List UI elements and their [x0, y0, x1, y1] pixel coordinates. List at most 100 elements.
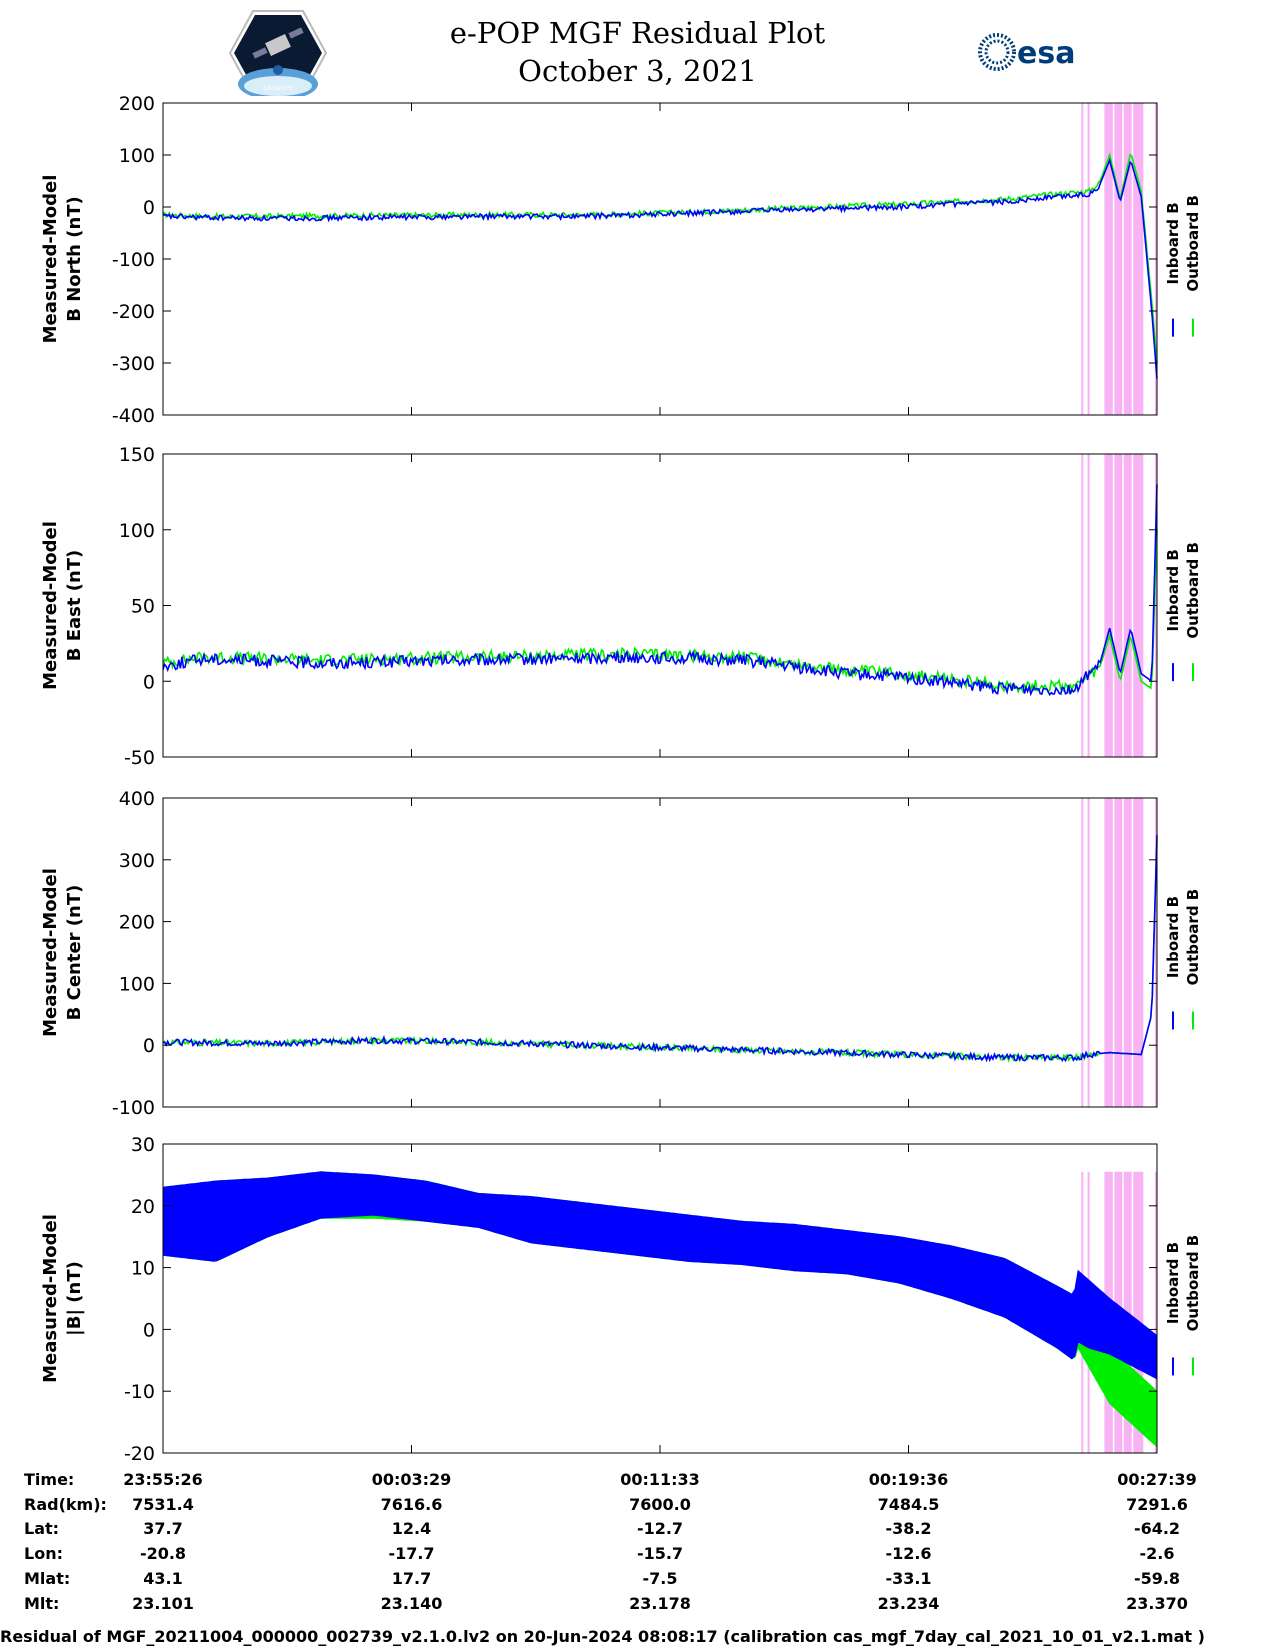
ephemeris-row-label: Lat: [24, 1519, 60, 1538]
svg-text:esa: esa [1017, 36, 1075, 71]
highlight-gap [1131, 103, 1134, 415]
y-axis-label: Measured-Model [40, 521, 61, 690]
ephemeris-cell: -20.8 [139, 1544, 187, 1563]
series-inboard [162, 157, 1158, 379]
y-tick-label: 400 [119, 788, 155, 810]
highlight-gap [1112, 454, 1115, 757]
y-axis-label: Measured-Model [40, 175, 61, 344]
y-tick-label: 100 [119, 973, 155, 995]
y-tick-label: 0 [143, 197, 155, 219]
y-tick-label: -10 [124, 1381, 155, 1403]
plot-frame [162, 102, 1158, 416]
highlight-gap [1112, 798, 1115, 1107]
legend-label: Inboard B [1164, 896, 1182, 978]
y-axis-label: B North (nT) [64, 196, 85, 322]
ephemeris-cell: 00:27:39 [1117, 1470, 1197, 1489]
y-tick-label: 100 [119, 145, 155, 167]
panel-3: 400 300 200 100 0 -100 Measured-Model B Center … [40, 788, 1202, 1119]
y-axis-label: |B| (nT) [64, 1261, 85, 1336]
highlight-gap [1122, 798, 1124, 1107]
ephemeris-cell: -2.6 [1139, 1544, 1175, 1563]
ephemeris-cell: 00:03:29 [371, 1470, 452, 1489]
ephemeris-cell: -7.5 [642, 1569, 678, 1588]
y-tick-label: -50 [124, 747, 155, 769]
ephemeris-cell: -12.6 [885, 1544, 932, 1563]
legend-label: Outboard B [1184, 889, 1202, 986]
ephemeris-cell: 37.7 [143, 1519, 183, 1538]
legend-label: Inboard B [1164, 549, 1182, 631]
y-tick-label: 0 [143, 1035, 155, 1057]
y-tick-label: 200 [119, 912, 155, 934]
highlight-span [1087, 454, 1090, 757]
ephemeris-cell: 7616.6 [380, 1495, 443, 1514]
ephemeris-cell: 23.370 [1126, 1594, 1188, 1613]
highlight-span [1087, 103, 1090, 415]
ephemeris-cell: 00:19:36 [868, 1470, 949, 1489]
highlight-span [1104, 454, 1144, 757]
ephemeris-cell: 7484.5 [877, 1495, 940, 1514]
ephemeris-cell: -12.7 [636, 1519, 684, 1538]
highlight-span [1087, 798, 1090, 1107]
ephemeris-cell: 7600.0 [629, 1495, 691, 1514]
y-tick-label: 10 [131, 1258, 155, 1280]
y-tick-label: -100 [112, 249, 155, 271]
ephemeris-cell: -33.1 [885, 1569, 932, 1588]
panel-1: 200 100 0 -100 -200 -300 -400 Measured-Model B N… [40, 93, 1202, 427]
highlight-span [1154, 798, 1157, 1107]
y-axis-label: Measured-Model [40, 1214, 61, 1383]
ephemeris-cell: 23:55:26 [123, 1470, 203, 1489]
panel-2: 150 100 50 0 -50 Measured-Model B East (nT) Inb… [40, 444, 1202, 769]
ephemeris-cell: 00:11:33 [620, 1470, 700, 1489]
highlight-span [1154, 1171, 1157, 1453]
ephemeris-cell: 43.1 [143, 1569, 183, 1588]
series-outboard [162, 529, 1158, 695]
ephemeris-row-label: Lon: [24, 1544, 63, 1563]
cassiope-logo: CASSIOPE [229, 10, 327, 96]
ephemeris-row-label: Mlt: [24, 1594, 60, 1613]
legend-label: Outboard B [1184, 195, 1202, 292]
highlight-gap [1112, 103, 1115, 415]
ephemeris-row-label: Rad(km): [24, 1495, 107, 1514]
y-tick-label: -200 [112, 301, 155, 323]
esa-logo: esa [978, 33, 1075, 71]
series-inboard [162, 1171, 1158, 1380]
y-axis-label: B Center (nT) [64, 885, 85, 1021]
y-tick-label: 200 [119, 93, 155, 115]
series-inboard [162, 484, 1158, 697]
legend-label: Outboard B [1184, 542, 1202, 639]
ephemeris-cell: -17.7 [388, 1544, 435, 1563]
highlight-span [1104, 798, 1144, 1107]
y-tick-label: -400 [112, 405, 155, 427]
ephemeris-cell: 23.140 [380, 1594, 443, 1613]
ephemeris-cell: -64.2 [1133, 1519, 1181, 1538]
ephemeris-cell: -15.7 [636, 1544, 684, 1563]
legend-label: Inboard B [1164, 1242, 1182, 1324]
y-tick-label: -300 [112, 353, 155, 375]
y-tick-label: -20 [124, 1443, 155, 1460]
series-outboard [162, 841, 1158, 1063]
highlight-gap [1131, 798, 1134, 1107]
highlight-gap [1122, 103, 1124, 415]
plot-frame [162, 797, 1158, 1108]
ephemeris-row-label: Time: [24, 1470, 75, 1489]
ephemeris-cell: 7531.4 [132, 1495, 194, 1514]
highlight-span [1081, 798, 1084, 1107]
series-outboard [162, 152, 1158, 364]
y-tick-label: 100 [119, 520, 155, 542]
plot-frame [162, 453, 1158, 758]
ephemeris-cell: 7291.6 [1126, 1495, 1188, 1514]
highlight-gap [1131, 1171, 1134, 1453]
panel-4: 30 20 10 0 -10 -20 Measured-Model |B| (nT) Inboa… [40, 1134, 1202, 1460]
ephemeris-cell: -38.2 [885, 1519, 932, 1538]
y-tick-label: 0 [143, 671, 155, 693]
ephemeris-cell: 23.234 [877, 1594, 940, 1613]
ephemeris-cell: -59.8 [1133, 1569, 1181, 1588]
legend-label: Inboard B [1164, 202, 1182, 284]
y-tick-label: 20 [131, 1196, 155, 1218]
y-tick-label: -100 [112, 1097, 155, 1119]
svg-text:CASSIOPE: CASSIOPE [263, 85, 293, 92]
highlight-gap [1122, 454, 1124, 757]
y-tick-label: 50 [131, 596, 155, 618]
highlight-span [1081, 454, 1084, 757]
